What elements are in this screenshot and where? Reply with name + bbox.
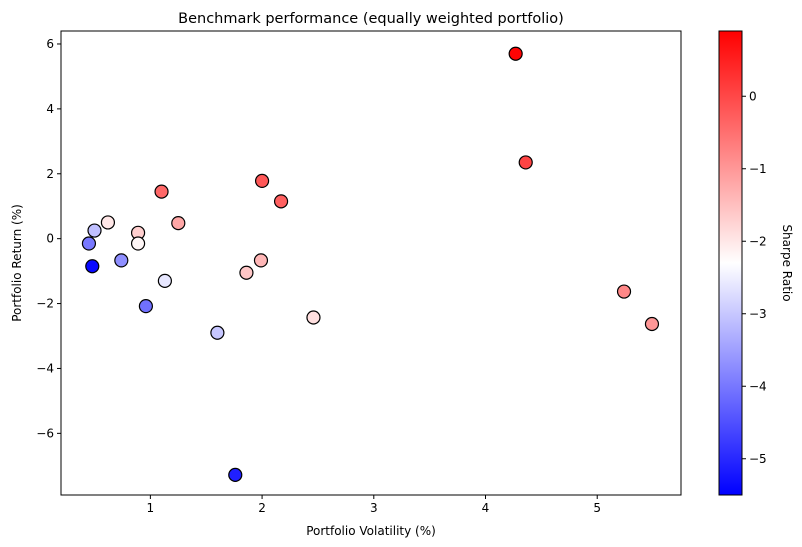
scatter-point	[644, 316, 660, 332]
y-tick-label: 4	[46, 102, 54, 116]
scatter-point	[253, 253, 269, 268]
y-tick-label: −4	[36, 361, 54, 375]
plot-border	[60, 30, 682, 496]
x-tick-label: 5	[593, 501, 601, 515]
scatter-point	[518, 155, 533, 170]
colorbar-tick-label: −4	[749, 379, 767, 393]
y-axis: −6 −4 −2 0 2 4 6	[36, 37, 61, 440]
x-tick-label: 2	[258, 501, 266, 515]
scatter-point	[138, 299, 154, 314]
colorbar-gradient	[718, 30, 743, 496]
scatter-point	[154, 184, 169, 199]
x-axis-label: Portfolio Volatility (%)	[306, 524, 436, 538]
chart-title: Benchmark performance (equally weighted …	[178, 11, 564, 27]
scatter-point	[306, 310, 321, 325]
colorbar-tick-label: −3	[749, 307, 767, 321]
x-axis: 1 2 3 4 5	[147, 495, 601, 515]
x-tick-label: 1	[147, 501, 155, 515]
y-axis-label: Portfolio Return (%)	[10, 204, 24, 322]
x-tick-label: 4	[482, 501, 490, 515]
scatter-point	[210, 325, 225, 340]
scatter-point	[87, 223, 102, 238]
scatter-point	[254, 173, 270, 189]
scatter-point	[616, 284, 632, 299]
x-tick-label: 3	[370, 501, 378, 515]
scatter-point	[114, 253, 129, 268]
scatter-point	[508, 46, 523, 61]
colorbar-tick-label: 0	[749, 89, 757, 103]
y-tick-label: 2	[46, 167, 54, 181]
scatter-point	[171, 215, 186, 231]
y-tick-label: 0	[46, 232, 54, 246]
y-tick-label: 6	[46, 37, 54, 51]
scatter-point	[157, 273, 172, 288]
y-tick-label: −2	[36, 297, 54, 311]
data-points	[81, 46, 660, 482]
scatter-point	[273, 194, 289, 209]
scatter-point	[239, 265, 254, 280]
colorbar-label: Sharpe Ratio	[780, 224, 794, 301]
y-tick-label: −6	[36, 426, 54, 440]
colorbar-tick-label: −2	[749, 234, 767, 248]
scatter-point	[130, 236, 146, 251]
colorbar: −5 −4 −3 −2 −1 0 Sharpe Ratio	[718, 30, 794, 496]
colorbar-tick-label: −1	[749, 162, 767, 176]
colorbar-tick-label: −5	[749, 452, 767, 466]
plot-area	[60, 30, 682, 496]
scatter-point	[81, 236, 97, 251]
colorbar-ticks: −5 −4 −3 −2 −1 0	[742, 89, 767, 466]
scatter-point	[85, 259, 100, 274]
scatter-point	[228, 467, 243, 482]
scatter-point	[100, 215, 116, 230]
